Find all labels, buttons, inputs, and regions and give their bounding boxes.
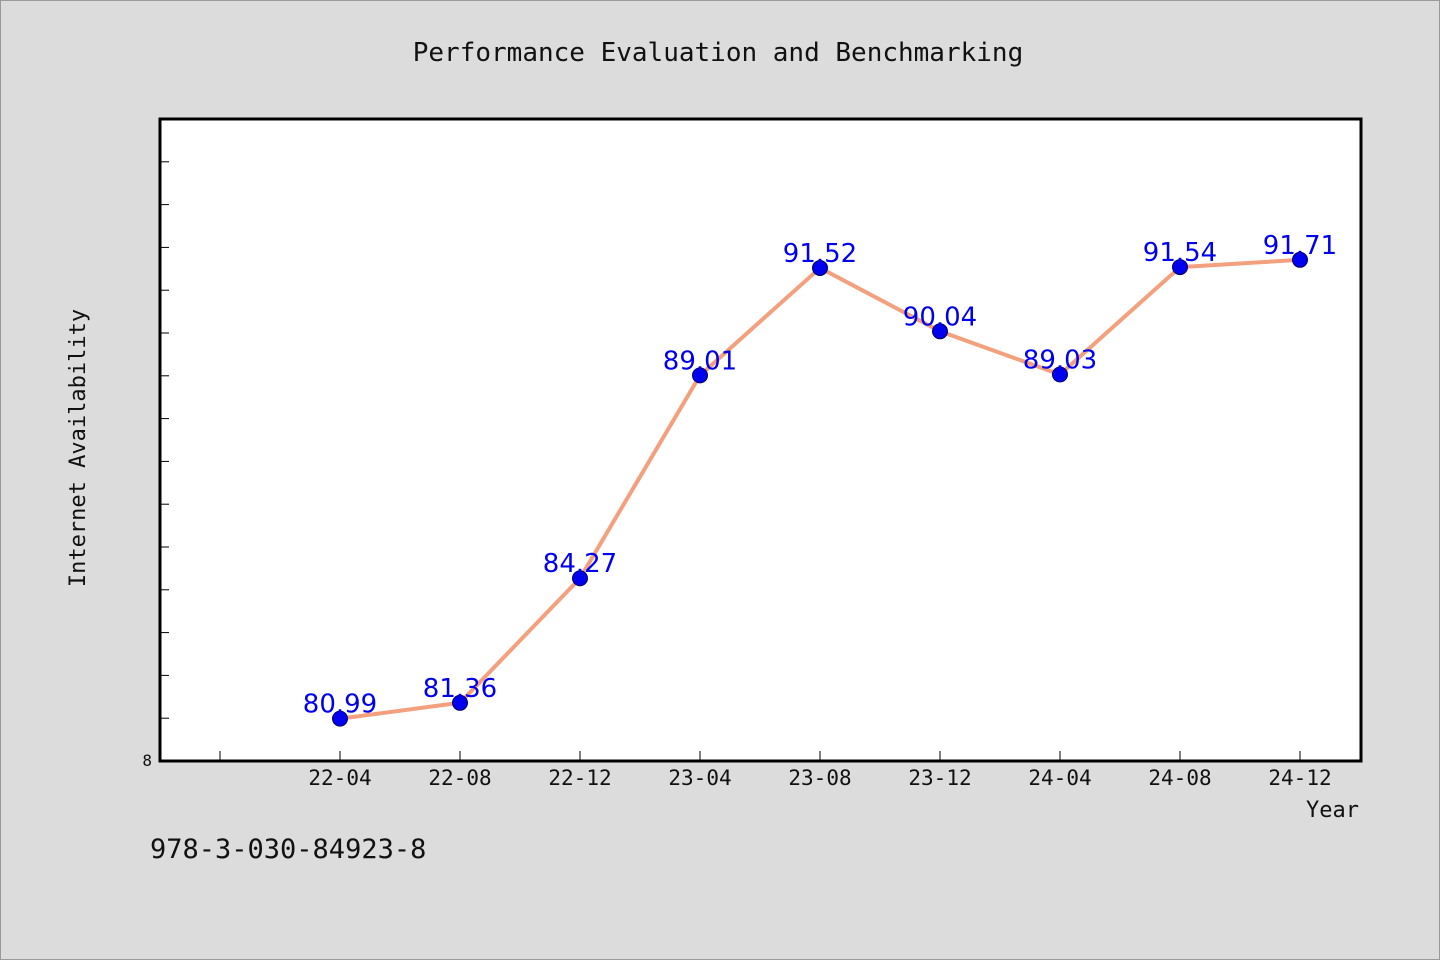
x-tick-label: 22-04 xyxy=(308,766,371,790)
data-point xyxy=(1172,259,1188,276)
x-tick-label: 23-08 xyxy=(788,766,851,790)
x-axis-title: Year xyxy=(1306,798,1359,823)
data-label: 89.03 xyxy=(1023,346,1097,376)
data-point xyxy=(1292,251,1308,268)
data-label: 91.71 xyxy=(1263,231,1337,261)
x-tick-label: 23-04 xyxy=(668,766,731,790)
x-tick-label: 22-08 xyxy=(428,766,491,790)
x-tick-label: 24-04 xyxy=(1028,766,1091,790)
data-point xyxy=(452,694,468,711)
x-tick-label: 24-12 xyxy=(1268,766,1331,790)
data-label: 91.54 xyxy=(1143,238,1217,268)
data-label: 89.01 xyxy=(663,346,737,376)
series-marker-group xyxy=(332,251,1308,727)
chart-title: Performance Evaluation and Benchmarking xyxy=(413,38,1023,68)
data-point xyxy=(1052,366,1068,383)
data-point xyxy=(932,323,948,340)
data-label: 81.36 xyxy=(423,674,497,704)
data-label: 91.52 xyxy=(783,239,857,269)
data-point xyxy=(692,367,708,384)
x-axis-ticks: 22-04 22-08 22-12 23-04 23-08 23-12 24-04 24-08… xyxy=(219,751,1332,790)
identifier-text: 978-3-030-84923-8 xyxy=(150,834,427,865)
y-axis-title: Internet Availability xyxy=(66,309,91,587)
y-tick-label: 8 xyxy=(142,751,152,770)
data-label-group: 80.99 81.36 84.27 89.01 91.52 90.04 89.03 91.54… xyxy=(303,231,1337,720)
x-tick-label: 23-12 xyxy=(908,766,971,790)
data-label: 80.99 xyxy=(303,690,377,720)
plot-area xyxy=(158,117,1363,763)
x-tick-label: 22-12 xyxy=(548,766,611,790)
data-point xyxy=(572,570,588,587)
y-axis-ticks: 8 xyxy=(142,118,169,770)
data-label: 90.04 xyxy=(903,302,977,332)
data-point xyxy=(812,259,828,276)
x-tick-label: 24-08 xyxy=(1148,766,1211,790)
data-point xyxy=(332,710,348,727)
data-label: 84.27 xyxy=(543,549,617,579)
